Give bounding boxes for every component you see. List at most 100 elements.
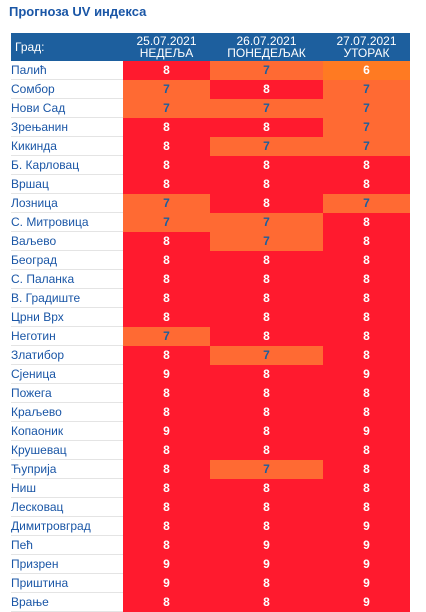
table-row: Сомбор 7 8 7 [11,79,410,99]
uv-index-cell: 8 [123,136,210,156]
uv-index-cell: 9 [123,421,210,441]
uv-index-cell: 7 [123,193,210,213]
uv-index-cell: 9 [323,573,410,593]
uv-index-cell: 8 [123,269,210,289]
uv-index-cell: 8 [323,478,410,498]
uv-index-cell: 7 [323,193,410,213]
uv-index-cell: 8 [210,269,323,289]
uv-index-cell: 8 [210,383,323,403]
uv-index-cell: 8 [323,174,410,194]
city-name: Ваљево [11,231,123,251]
table-row: В. Градиште 8 8 8 [11,288,410,308]
city-name: Лозница [11,193,123,213]
table-row: Ниш 8 8 8 [11,478,410,498]
city-name: Краљево [11,402,123,422]
table-row: Вршац 8 8 8 [11,174,410,194]
city-column-header: Град: [11,33,123,61]
table-row: Лесковац 8 8 8 [11,497,410,517]
city-name: Пећ [11,535,123,555]
uv-index-cell: 8 [123,478,210,498]
uv-index-cell: 7 [323,98,410,118]
city-name: Вршац [11,174,123,194]
uv-index-cell: 7 [210,345,323,365]
city-name: Лесковац [11,497,123,517]
uv-index-cell: 8 [210,592,323,612]
uv-index-cell: 7 [123,326,210,346]
table-row: С. Митровица 7 7 8 [11,212,410,232]
uv-index-cell: 7 [123,79,210,99]
uv-index-cell: 9 [323,554,410,574]
uv-index-cell: 8 [210,364,323,384]
city-name: Копаоник [11,421,123,441]
uv-index-cell: 8 [323,497,410,517]
uv-index-cell: 8 [123,307,210,327]
city-name: Приштина [11,573,123,593]
city-name: Призрен [11,554,123,574]
uv-index-cell: 7 [323,79,410,99]
uv-index-cell: 7 [210,98,323,118]
uv-index-cell: 8 [210,516,323,536]
table-row: Сјеница 9 8 9 [11,364,410,384]
uv-index-cell: 8 [323,250,410,270]
table-row: Зрењанин 8 8 7 [11,117,410,137]
uv-index-cell: 8 [210,326,323,346]
table-row: Копаоник 9 8 9 [11,421,410,441]
uv-index-cell: 7 [123,212,210,232]
uv-index-cell: 9 [323,421,410,441]
city-name: Црни Врх [11,307,123,327]
uv-index-cell: 9 [323,592,410,612]
table-header-row: Град: 25.07.2021 НЕДЕЉА 26.07.2021 ПОНЕД… [11,33,410,61]
uv-index-cell: 6 [323,61,410,80]
table-row: Призрен 9 9 9 [11,554,410,574]
table-row: Крушевац 8 8 8 [11,440,410,460]
page-title: Прогноза UV индекса [9,4,147,19]
uv-index-cell: 8 [210,155,323,175]
uv-index-cell: 8 [210,478,323,498]
table-row: С. Паланка 8 8 8 [11,269,410,289]
uv-index-cell: 7 [210,136,323,156]
uv-index-cell: 7 [123,98,210,118]
uv-index-cell: 8 [123,497,210,517]
uv-index-cell: 8 [123,174,210,194]
city-name: Златибор [11,345,123,365]
uv-index-cell: 8 [210,573,323,593]
uv-index-cell: 8 [123,535,210,555]
city-name: Зрењанин [11,117,123,137]
uv-index-cell: 7 [210,61,323,80]
city-name: Ћуприја [11,459,123,479]
table-row: Лозница 7 8 7 [11,193,410,213]
uv-index-cell: 8 [323,440,410,460]
uv-index-cell: 8 [123,288,210,308]
uv-index-cell: 8 [323,288,410,308]
city-name: Сјеница [11,364,123,384]
uv-index-cell: 9 [123,554,210,574]
day-name: ПОНЕДЕЉАК [227,46,306,60]
uv-index-cell: 7 [210,212,323,232]
day-column-header: 25.07.2021 НЕДЕЉА [123,33,210,61]
city-name: Палић [11,61,123,80]
city-name: Б. Карловац [11,155,123,175]
uv-index-cell: 8 [323,155,410,175]
uv-index-cell: 7 [323,136,410,156]
uv-index-cell: 8 [210,79,323,99]
city-name: С. Паланка [11,269,123,289]
uv-index-cell: 8 [210,117,323,137]
uv-index-cell: 8 [323,383,410,403]
uv-index-cell: 8 [210,307,323,327]
table-row: Краљево 8 8 8 [11,402,410,422]
city-name: Крушевац [11,440,123,460]
uv-index-cell: 9 [323,364,410,384]
uv-index-cell: 9 [210,535,323,555]
uv-index-cell: 9 [323,516,410,536]
table-row: Црни Врх 8 8 8 [11,307,410,327]
day-column-header: 27.07.2021 УТОРАК [323,33,410,61]
uv-index-cell: 8 [323,326,410,346]
uv-index-cell: 8 [123,516,210,536]
uv-index-cell: 8 [210,402,323,422]
day-date: 26.07.2021 [236,34,297,48]
city-name: Сомбор [11,79,123,99]
uv-index-cell: 9 [123,573,210,593]
uv-index-cell: 7 [210,459,323,479]
table-row: Врање 8 8 9 [11,592,410,612]
uv-index-cell: 8 [323,231,410,251]
